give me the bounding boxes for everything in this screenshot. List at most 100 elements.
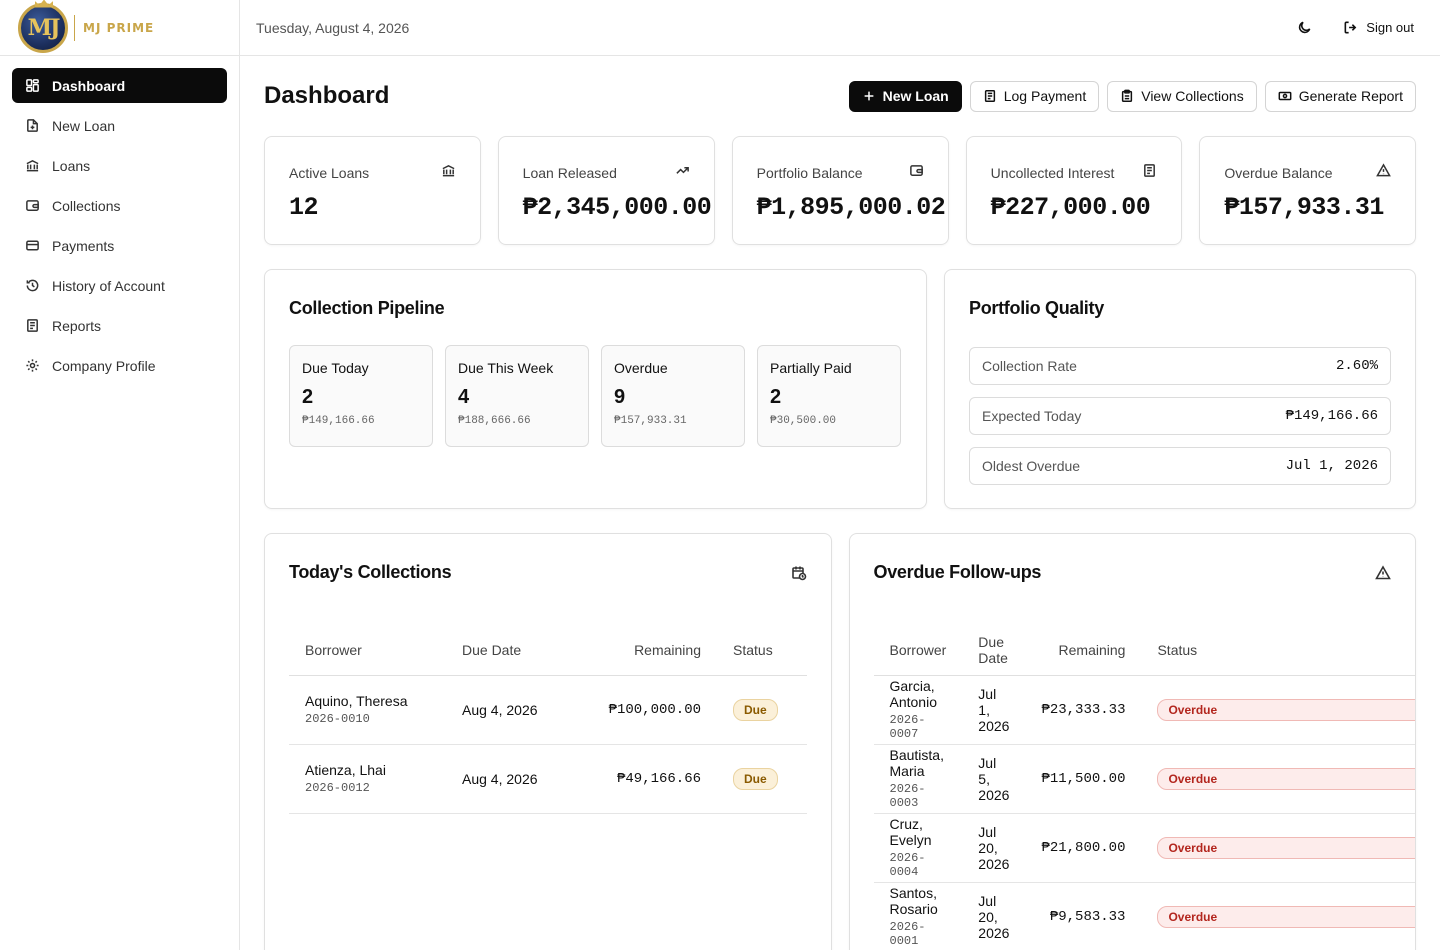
bank-icon: [24, 158, 40, 174]
topbar: Tuesday, August 4, 2026 Sign out: [240, 0, 1440, 56]
column-header[interactable]: Remaining: [1025, 625, 1142, 676]
borrower-cell: Bautista, Maria 2026-0003: [873, 744, 963, 814]
tables-row: Today's Collections Borrower Due Date Re…: [264, 533, 1416, 950]
sidebar-item-loans[interactable]: Loans: [12, 148, 227, 183]
loan-id: 2026-0003: [889, 782, 926, 810]
brand[interactable]: MJ MJ PRIME: [0, 0, 239, 56]
stat-value: ₱2,345,000.00: [522, 193, 712, 222]
portfolio-quality-card: Portfolio Quality Collection Rate 2.60% …: [944, 269, 1416, 509]
log-payment-button[interactable]: Log Payment: [969, 80, 1100, 112]
status-cell: Due: [717, 675, 807, 745]
status-cell: Due: [717, 744, 807, 814]
sidebar-item-new-loan[interactable]: New Loan: [12, 108, 227, 143]
due-date-cell: Jul 5, 2026: [962, 744, 1026, 814]
table-row[interactable]: Aquino, Theresa 2026-0010 Aug 4, 2026 ₱1…: [289, 675, 807, 745]
remaining-cell: ₱49,166.66: [572, 744, 717, 814]
pipeline-label: Due This Week: [458, 360, 554, 376]
file-plus-icon: [24, 118, 40, 134]
sidebar-item-company-profile[interactable]: Company Profile: [12, 348, 227, 383]
stat-cards: Active Loans 12 Loan Released ₱2,345,000…: [264, 136, 1417, 245]
stat-card-overdue-balance: Overdue Balance ₱157,933.31: [1199, 136, 1417, 245]
status-badge: Overdue: [1157, 698, 1416, 721]
table-row[interactable]: Garcia, Antonio 2026-0007 Jul 1, 2026 ₱2…: [873, 675, 1416, 745]
stat-label: Overdue Balance: [1224, 165, 1333, 181]
stat-value: 12: [289, 193, 319, 222]
column-header[interactable]: Remaining: [572, 625, 717, 676]
table-row[interactable]: Bautista, Maria 2026-0003 Jul 5, 2026 ₱1…: [873, 744, 1416, 814]
sidebar-item-label: Reports: [52, 317, 102, 334]
stat-label: Loan Released: [522, 165, 617, 181]
alert-triangle-icon: [1376, 163, 1391, 183]
quality-label: Collection Rate: [982, 358, 1077, 374]
column-header[interactable]: Due Date: [962, 625, 1026, 676]
todays-collections-table: Borrower Due Date Remaining Status Aquin…: [289, 625, 807, 814]
sidebar-item-payments[interactable]: Payments: [12, 228, 227, 263]
column-header[interactable]: Borrower: [873, 625, 963, 676]
sidebar-item-label: History of Account: [52, 277, 165, 294]
card-header: Today's Collections: [289, 562, 807, 583]
clipboard-icon: [1122, 89, 1133, 102]
stat-value: ₱1,895,000.02: [756, 193, 946, 222]
pipeline-grid: Due Today 2 ₱149,166.66 Due This Week 4 …: [289, 345, 902, 447]
main-content: Dashboard New Loan Log Payment View Coll…: [264, 56, 1417, 950]
column-header[interactable]: Status: [717, 625, 807, 676]
current-date: Tuesday, August 4, 2026: [256, 19, 410, 36]
sidebar-item-collections[interactable]: Collections: [12, 188, 227, 223]
pipeline-overdue[interactable]: Overdue 9 ₱157,933.31: [601, 345, 745, 447]
column-header[interactable]: Borrower: [289, 625, 446, 676]
summary-row: Collection Pipeline Due Today 2 ₱149,166…: [264, 269, 1416, 509]
status-cell: Overdue: [1141, 813, 1416, 883]
pipeline-amount: ₱149,166.66: [302, 415, 375, 427]
sidebar-item-reports[interactable]: Reports: [12, 308, 227, 343]
column-header[interactable]: Due Date: [446, 625, 572, 676]
dashboard-icon: [24, 78, 40, 94]
card-title: Overdue Follow-ups: [873, 562, 1042, 582]
pipeline-due-this-week[interactable]: Due This Week 4 ₱188,666.66: [445, 345, 589, 447]
due-date-cell: Jul 20, 2026: [962, 882, 1026, 950]
stat-value: ₱227,000.00: [990, 193, 1151, 222]
borrower-name: Garcia, Antonio: [889, 678, 937, 710]
quality-value: ₱149,166.66: [1285, 408, 1378, 424]
sidebar-item-dashboard[interactable]: Dashboard: [12, 68, 227, 103]
quality-list: Collection Rate 2.60% Expected Today ₱14…: [969, 347, 1391, 485]
pipeline-due-today[interactable]: Due Today 2 ₱149,166.66: [289, 345, 433, 447]
moon-icon: [1298, 21, 1311, 34]
theme-toggle-button[interactable]: [1289, 13, 1319, 43]
table-row[interactable]: Santos, Rosario 2026-0001 Jul 20, 2026 ₱…: [873, 882, 1416, 950]
status-badge: Overdue: [1157, 905, 1416, 928]
sign-out-button[interactable]: Sign out: [1333, 16, 1424, 39]
banknote-icon: [1278, 91, 1292, 101]
history-icon: [24, 278, 40, 294]
pipeline-partially-paid[interactable]: Partially Paid 2 ₱30,500.00: [757, 345, 901, 447]
receipt-icon: [1142, 163, 1157, 183]
due-date-cell: Aug 4, 2026: [446, 675, 572, 745]
pipeline-label: Overdue: [614, 360, 668, 376]
borrower-name: Bautista, Maria: [889, 747, 944, 779]
column-header[interactable]: Status: [1141, 625, 1416, 676]
stat-card-portfolio-balance: Portfolio Balance ₱1,895,000.02: [731, 136, 949, 245]
todays-collections-card: Today's Collections Borrower Due Date Re…: [264, 533, 832, 950]
remaining-cell: ₱23,333.33: [1025, 675, 1142, 745]
status-cell: Overdue: [1141, 675, 1416, 745]
header-actions: New Loan Log Payment View Collections Ge…: [848, 80, 1416, 112]
due-date-cell: Jul 1, 2026: [962, 675, 1026, 745]
borrower-name: Atienza, Lhai: [305, 762, 386, 778]
borrower-name: Cruz, Evelyn: [889, 816, 932, 848]
overdue-followups-table: Borrower Due Date Remaining Status Garci…: [873, 625, 1416, 950]
table-row[interactable]: Cruz, Evelyn 2026-0004 Jul 20, 2026 ₱21,…: [873, 813, 1416, 883]
sidebar-item-history[interactable]: History of Account: [12, 268, 227, 303]
view-collections-label: View Collections: [1141, 88, 1244, 104]
generate-report-button[interactable]: Generate Report: [1264, 80, 1416, 112]
wallet-icon: [909, 163, 924, 183]
sidebar-nav: Dashboard New Loan Loans Collections Pay…: [0, 56, 239, 400]
sidebar-item-label: Dashboard: [52, 77, 126, 94]
topbar-actions: Sign out: [1289, 13, 1424, 43]
borrower-cell: Garcia, Antonio 2026-0007: [873, 675, 963, 745]
view-collections-button[interactable]: View Collections: [1107, 80, 1257, 112]
table-row[interactable]: Atienza, Lhai 2026-0012 Aug 4, 2026 ₱49,…: [289, 744, 807, 814]
sidebar-item-label: Company Profile: [52, 357, 156, 374]
calendar-clock-icon: [791, 566, 806, 580]
quality-row-oldest-overdue: Oldest Overdue Jul 1, 2026: [969, 447, 1391, 485]
sidebar-item-label: Loans: [52, 157, 91, 174]
new-loan-button[interactable]: New Loan: [848, 80, 962, 112]
